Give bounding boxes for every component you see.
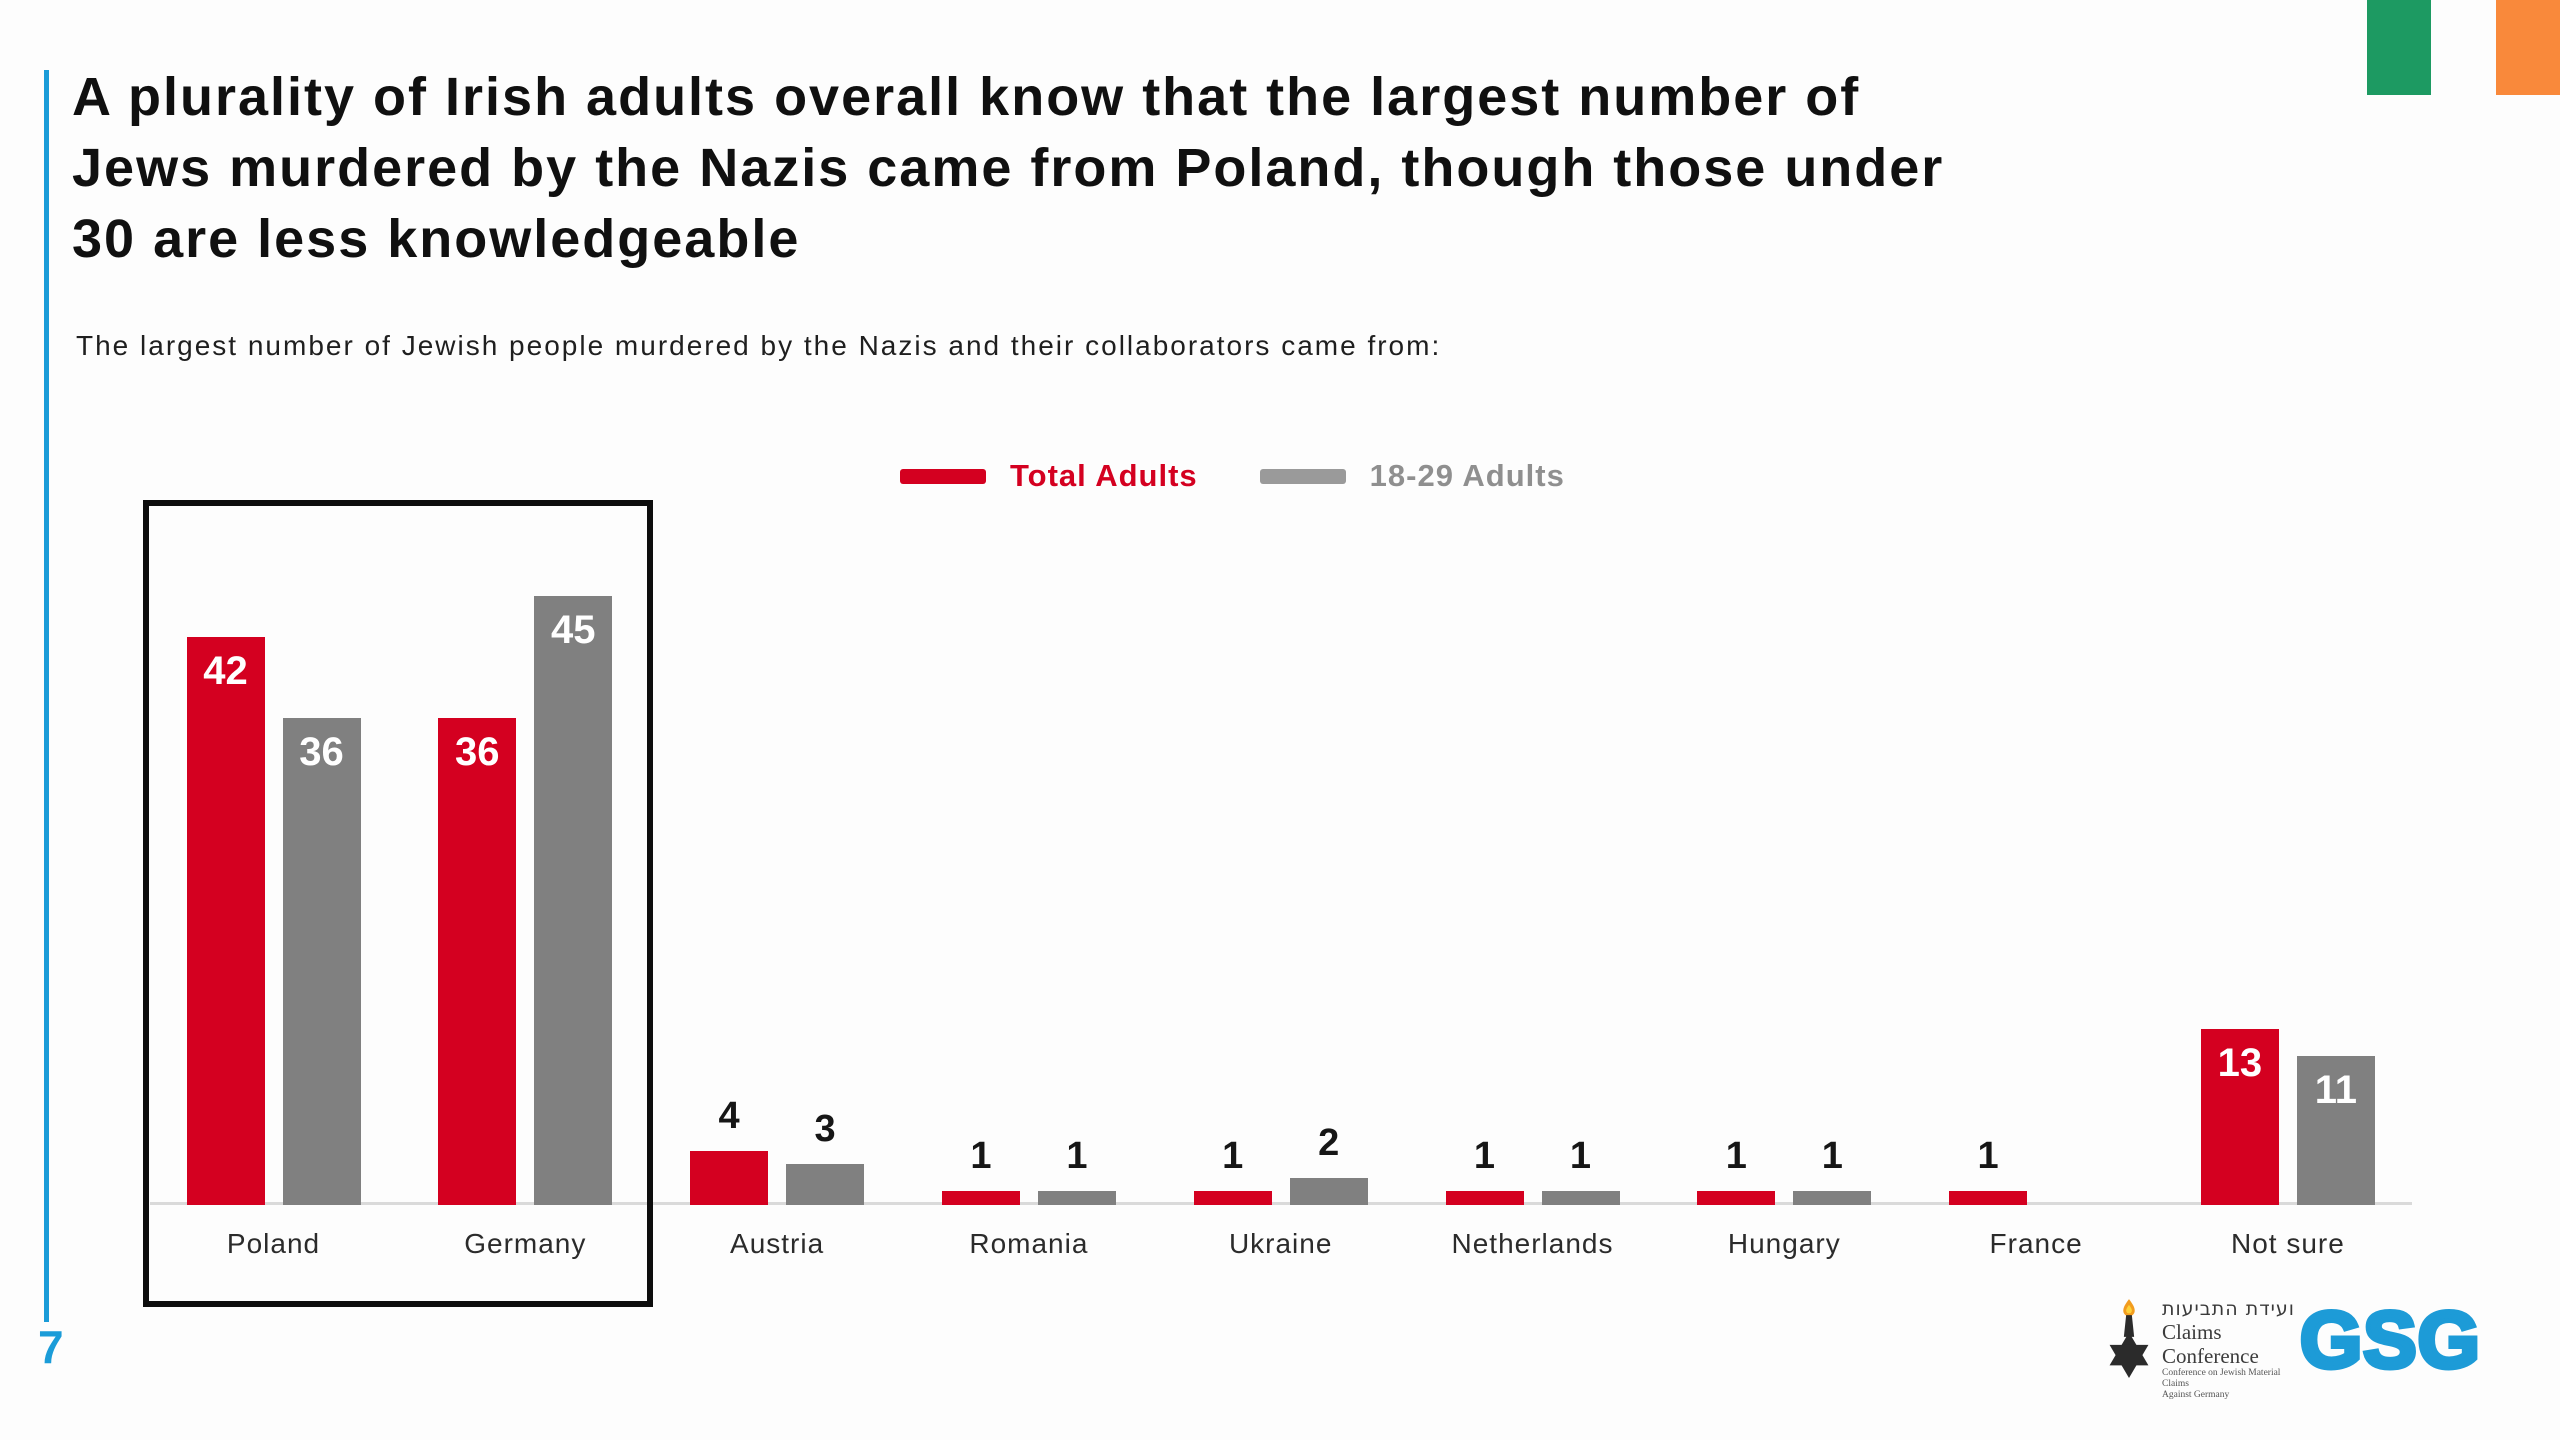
ireland-flag-icon <box>2367 0 2560 95</box>
flag-white-stripe <box>2431 0 2496 95</box>
legend-item-18-29-adults: 18-29 Adults <box>1259 458 1565 494</box>
bar-value-total-adults-germany: 36 <box>455 730 500 774</box>
category-label-austria: Austria <box>730 1228 825 1259</box>
bar-total-adults-germany <box>438 718 517 1205</box>
bar-value-total-adults-netherlands: 1 <box>1473 1135 1496 1177</box>
bar-total-adults-poland <box>186 637 265 1205</box>
bar-18-29-adults-hungary <box>1793 1191 1872 1205</box>
claims-conference-text: ועידת התביעות Claims Conference Conferen… <box>2162 1298 2296 1401</box>
chart-question-text: The largest number of Jewish people murd… <box>76 330 1442 361</box>
category-label-poland: Poland <box>226 1228 321 1259</box>
slide-title-line-1: A plurality of Irish adults overall know… <box>72 67 1861 127</box>
bar-total-adults-hungary <box>1697 1191 1776 1205</box>
bar-total-adults-ukraine <box>1193 1191 1272 1205</box>
bar-value-total-adults-ukraine: 1 <box>1222 1135 1244 1177</box>
category-label-not-sure: Not sure <box>2230 1228 2345 1259</box>
bar-18-29-adults-ukraine <box>1289 1178 1368 1205</box>
bar-value-18-29-adults-poland: 36 <box>299 730 344 774</box>
bar-18-29-adults-poland <box>282 718 361 1205</box>
bar-total-adults-romania <box>941 1191 1020 1205</box>
bar-value-total-adults-not-sure: 13 <box>2217 1041 2263 1085</box>
bar-value-18-29-adults-romania: 1 <box>1066 1135 1088 1177</box>
category-label-germany: Germany <box>464 1228 587 1259</box>
claims-conference-logo: ועידת התביעות Claims Conference Conferen… <box>2106 1298 2296 1401</box>
category-label-netherlands: Netherlands <box>1451 1228 1614 1259</box>
x-axis-line <box>150 1202 2412 1205</box>
slide-title-line-3: 30 are less knowledgeable <box>72 209 801 269</box>
category-label-france: France <box>1989 1228 2083 1259</box>
chart-legend: Total Adults 18-29 Adults <box>900 458 1565 494</box>
legend-swatch-total-adults <box>900 468 986 484</box>
slide-title: A plurality of Irish adults overall know… <box>72 62 2432 275</box>
bar-total-adults-austria <box>690 1151 769 1205</box>
bar-value-18-29-adults-ukraine: 2 <box>1318 1122 1340 1164</box>
bar-18-29-adults-not-sure <box>2296 1056 2375 1205</box>
claims-conference-name: Claims Conference <box>2162 1320 2259 1368</box>
bar-value-total-adults-france: 1 <box>1977 1135 1999 1177</box>
star-of-david-candle-icon <box>2109 1299 2149 1378</box>
slide-title-line-2: Jews murdered by the Nazis came from Pol… <box>72 138 1945 198</box>
legend-label-18-29-adults: 18-29 Adults <box>1369 458 1565 493</box>
legend-label-total-adults: Total Adults <box>1010 458 1198 493</box>
bar-total-adults-france <box>1949 1191 2028 1205</box>
bar-value-18-29-adults-hungary: 1 <box>1821 1135 1843 1177</box>
bar-value-total-adults-austria: 4 <box>718 1095 740 1137</box>
highlight-box-poland-germany <box>143 500 653 1307</box>
claims-conference-hebrew: ועידת התביעות <box>2162 1298 2295 1320</box>
legend-swatch-18-29-adults <box>1259 468 1346 484</box>
bar-value-total-adults-romania: 1 <box>970 1135 992 1177</box>
flag-green-stripe <box>2367 0 2432 95</box>
claims-conference-subtext-2: Against Germany <box>2162 1390 2230 1400</box>
bar-total-adults-not-sure <box>2200 1029 2279 1205</box>
bar-value-18-29-adults-germany: 45 <box>551 608 596 652</box>
bar-18-29-adults-netherlands <box>1541 1191 1620 1205</box>
bar-18-29-adults-austria <box>786 1164 865 1205</box>
claims-conference-subtext-1: Conference on Jewish Material Claims <box>2162 1368 2281 1389</box>
category-label-ukraine: Ukraine <box>1228 1228 1333 1259</box>
bar-value-18-29-adults-not-sure: 11 <box>2314 1068 2358 1112</box>
bar-value-18-29-adults-netherlands: 1 <box>1569 1135 1592 1177</box>
bar-total-adults-netherlands <box>1445 1191 1524 1205</box>
bar-value-total-adults-hungary: 1 <box>1725 1135 1747 1177</box>
left-accent-bar <box>44 70 49 1322</box>
category-label-romania: Romania <box>969 1228 1089 1259</box>
page-number: 7 <box>38 1321 64 1373</box>
bar-18-29-adults-germany <box>534 596 613 1205</box>
gsg-logo: GSG <box>2298 1293 2483 1387</box>
bar-18-29-adults-romania <box>1037 1191 1116 1205</box>
legend-item-total-adults: Total Adults <box>900 458 1198 494</box>
flag-orange-stripe <box>2495 0 2560 95</box>
bar-value-18-29-adults-austria: 3 <box>814 1108 836 1150</box>
bar-value-total-adults-poland: 42 <box>203 649 248 693</box>
category-label-hungary: Hungary <box>1727 1228 1841 1259</box>
